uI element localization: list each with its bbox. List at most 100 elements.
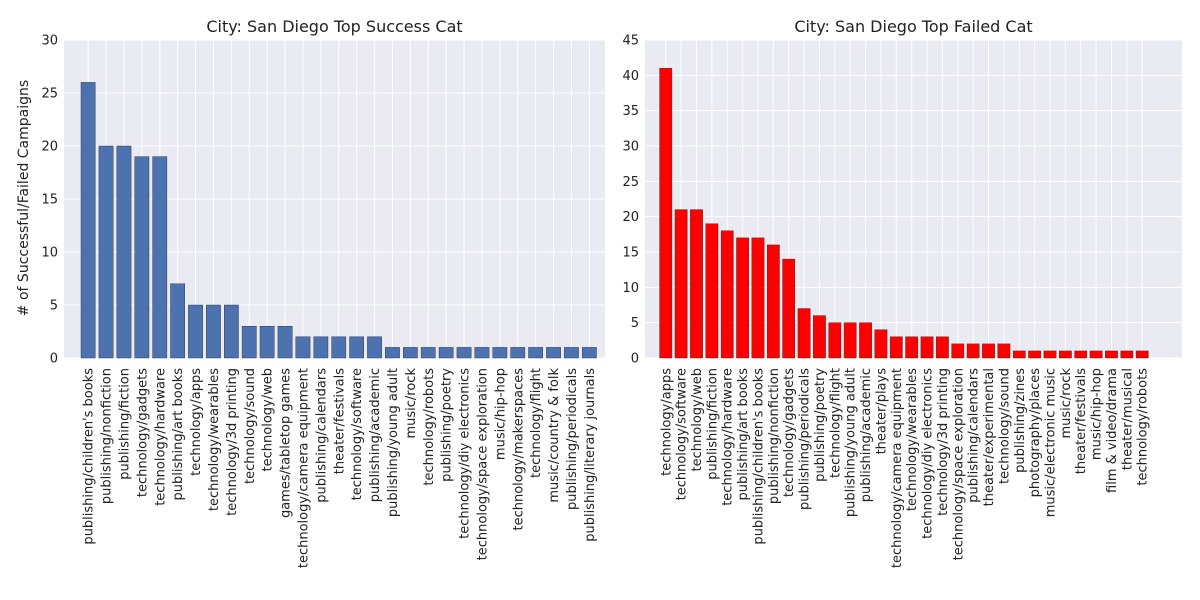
x-tick-label: theater/plays	[874, 368, 889, 455]
y-tick-label: 30	[622, 140, 639, 155]
x-tick-label: technology/space exploration	[475, 368, 490, 560]
bar	[259, 326, 275, 359]
bar	[766, 244, 780, 359]
chart-title: City: San Diego Top Failed Cat	[794, 17, 1032, 36]
x-tick-label: music/country & folk	[547, 368, 562, 503]
y-tick-label: 0	[631, 352, 639, 367]
x-tick-label: publishing/calendars	[314, 368, 329, 503]
bar	[98, 145, 114, 359]
x-tick-label: technology/gadgets	[782, 368, 797, 497]
bar	[331, 336, 347, 359]
x-tick-label: technology/diy electronics	[458, 368, 473, 539]
bar	[1135, 350, 1149, 359]
x-tick-label: technology/3d printing	[936, 368, 951, 516]
x-tick-label: publishing/children's books	[751, 368, 766, 545]
x-tick-label: publishing/poetry	[813, 368, 828, 482]
x-tick-label: technology/software	[350, 368, 365, 500]
y-tick-label: 10	[622, 281, 639, 296]
x-tick-label: technology/sound	[997, 368, 1012, 484]
x-tick-label: technology/gadgets	[135, 368, 150, 497]
x-tick-label: technology/robots	[1136, 368, 1151, 486]
x-tick-label: theater/experimental	[982, 368, 997, 506]
bar	[674, 209, 688, 359]
bar	[751, 237, 765, 359]
x-tick-label: technology/hardware	[721, 368, 736, 506]
y-tick-label: 10	[41, 246, 58, 261]
bar	[690, 209, 703, 359]
bar	[420, 347, 436, 359]
bar	[80, 82, 96, 359]
x-tick-label: music/rock	[1059, 368, 1074, 439]
x-tick-label: publishing/fiction	[705, 368, 720, 480]
bar	[295, 336, 311, 359]
bar	[510, 347, 526, 359]
bar	[134, 156, 150, 359]
bar	[206, 304, 221, 359]
x-tick-label: technology/3d printing	[225, 368, 240, 516]
bar	[188, 304, 203, 359]
y-tick-label: 15	[622, 246, 639, 261]
bar	[1012, 350, 1026, 359]
x-tick-label: technology/apps	[659, 368, 674, 476]
bar	[797, 308, 811, 359]
x-tick-label: publishing/nonfiction	[100, 368, 115, 504]
bar	[456, 347, 472, 359]
y-tick-label: 15	[41, 193, 58, 208]
y-axis-label: # of Successful/Failed Campaigns	[16, 80, 32, 316]
bar	[170, 283, 186, 359]
bar	[705, 223, 719, 359]
x-tick-label: publishing/periodicals	[565, 368, 580, 510]
bar	[152, 156, 168, 359]
bar	[720, 230, 734, 359]
bar	[843, 322, 857, 359]
bar	[474, 347, 490, 359]
x-tick-label: technology/web	[690, 368, 705, 471]
x-tick-label: publishing/academic	[859, 368, 874, 502]
x-tick-label: publishing/young adult	[844, 368, 859, 517]
bar	[385, 347, 400, 359]
bar	[1043, 350, 1057, 359]
plot-area	[645, 40, 1182, 358]
x-tick-label: technology/camera equipment	[890, 368, 905, 568]
x-tick-label: publishing/periodicals	[798, 368, 813, 510]
bar	[905, 336, 919, 359]
y-tick-label: 20	[41, 140, 58, 155]
x-tick-label: games/tabletop games	[279, 368, 294, 518]
x-tick-label: publishing/fiction	[117, 368, 132, 480]
bar	[828, 322, 842, 359]
bar	[1105, 350, 1118, 359]
x-tick-label: technology/wearables	[905, 368, 920, 511]
bar	[1074, 350, 1088, 359]
x-tick-label: publishing/young adult	[386, 368, 401, 517]
x-tick-label: photography/places	[1028, 368, 1043, 498]
bar	[782, 258, 796, 359]
bar	[241, 326, 257, 359]
x-tick-label: publishing/children's books	[82, 368, 97, 545]
x-tick-label: theater/festivals	[1074, 368, 1089, 474]
x-tick-label: technology/flight	[529, 368, 544, 478]
bar	[982, 343, 995, 359]
bar	[438, 347, 454, 359]
x-tick-label: music/rock	[404, 368, 419, 439]
x-tick-label: publishing/calendars	[967, 368, 982, 503]
x-tick-label: theater/festivals	[332, 368, 347, 474]
bar	[313, 336, 329, 359]
bar	[528, 347, 544, 359]
x-tick-label: technology/wearables	[207, 368, 222, 511]
bar	[582, 347, 597, 359]
bar	[564, 347, 579, 359]
bar	[349, 336, 365, 359]
x-tick-label: technology/hardware	[153, 368, 168, 506]
bar	[736, 237, 749, 359]
chart-title: City: San Diego Top Success Cat	[206, 17, 462, 36]
x-tick-label: technology/space exploration	[951, 368, 966, 560]
y-tick-label: 30	[41, 34, 58, 49]
x-tick-label: music/hip-hop	[1090, 368, 1105, 460]
y-tick-label: 40	[622, 69, 639, 84]
y-tick-label: 25	[622, 175, 639, 190]
y-tick-label: 5	[631, 316, 639, 331]
x-tick-label: publishing/art books	[171, 368, 186, 501]
